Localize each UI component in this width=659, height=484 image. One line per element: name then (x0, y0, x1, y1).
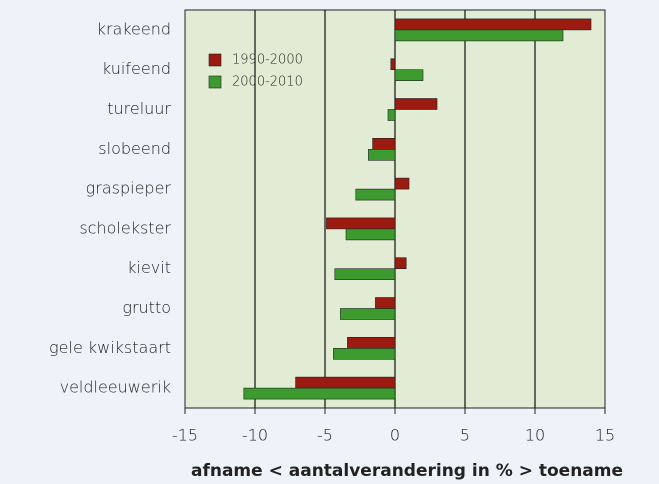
bar (394, 29, 564, 42)
legend-label: 1990-2000 (232, 53, 303, 68)
y-tick-label: krakeend (97, 19, 171, 38)
bar (368, 149, 396, 161)
x-tick-label: 15 (595, 426, 615, 445)
bar (355, 188, 396, 201)
y-tick-label: graspieper (86, 179, 172, 198)
y-tick-label: scholekster (79, 218, 171, 237)
y-tick-label: gele kwikstaart (49, 338, 171, 357)
bar (375, 297, 396, 309)
y-tick-label: kievit (127, 258, 171, 277)
x-tick-label: -10 (242, 426, 268, 445)
x-tick-label: -5 (317, 426, 333, 445)
bar (334, 268, 396, 281)
bar (345, 228, 396, 241)
legend-label: 2000-2010 (232, 75, 303, 90)
y-tick-label: slobeend (98, 139, 171, 158)
y-tick-label: tureluur (107, 99, 171, 118)
bar (394, 98, 438, 110)
x-axis-label: afname < aantalverandering in % > toenam… (191, 461, 623, 481)
y-tick-label: veldleeuwerik (60, 378, 171, 397)
bar (340, 308, 396, 320)
bar (387, 109, 396, 121)
bar (394, 177, 410, 190)
bar (394, 69, 424, 81)
y-tick-label: kuifeend (102, 59, 171, 78)
x-tick-label: 10 (525, 426, 545, 445)
bar (295, 376, 396, 389)
x-tick-label: 0 (390, 426, 400, 445)
legend-swatch (208, 53, 222, 67)
bar (390, 58, 396, 71)
legend-swatch (208, 75, 222, 89)
bar (243, 387, 396, 400)
x-tick-label: -15 (172, 426, 198, 445)
bar (394, 18, 592, 31)
bar (347, 336, 396, 349)
y-tick-label: grutto (122, 298, 171, 317)
bar (333, 347, 396, 360)
bar (326, 217, 396, 230)
bar (394, 257, 407, 270)
x-tick-label: 5 (460, 426, 470, 445)
bar (372, 138, 396, 150)
